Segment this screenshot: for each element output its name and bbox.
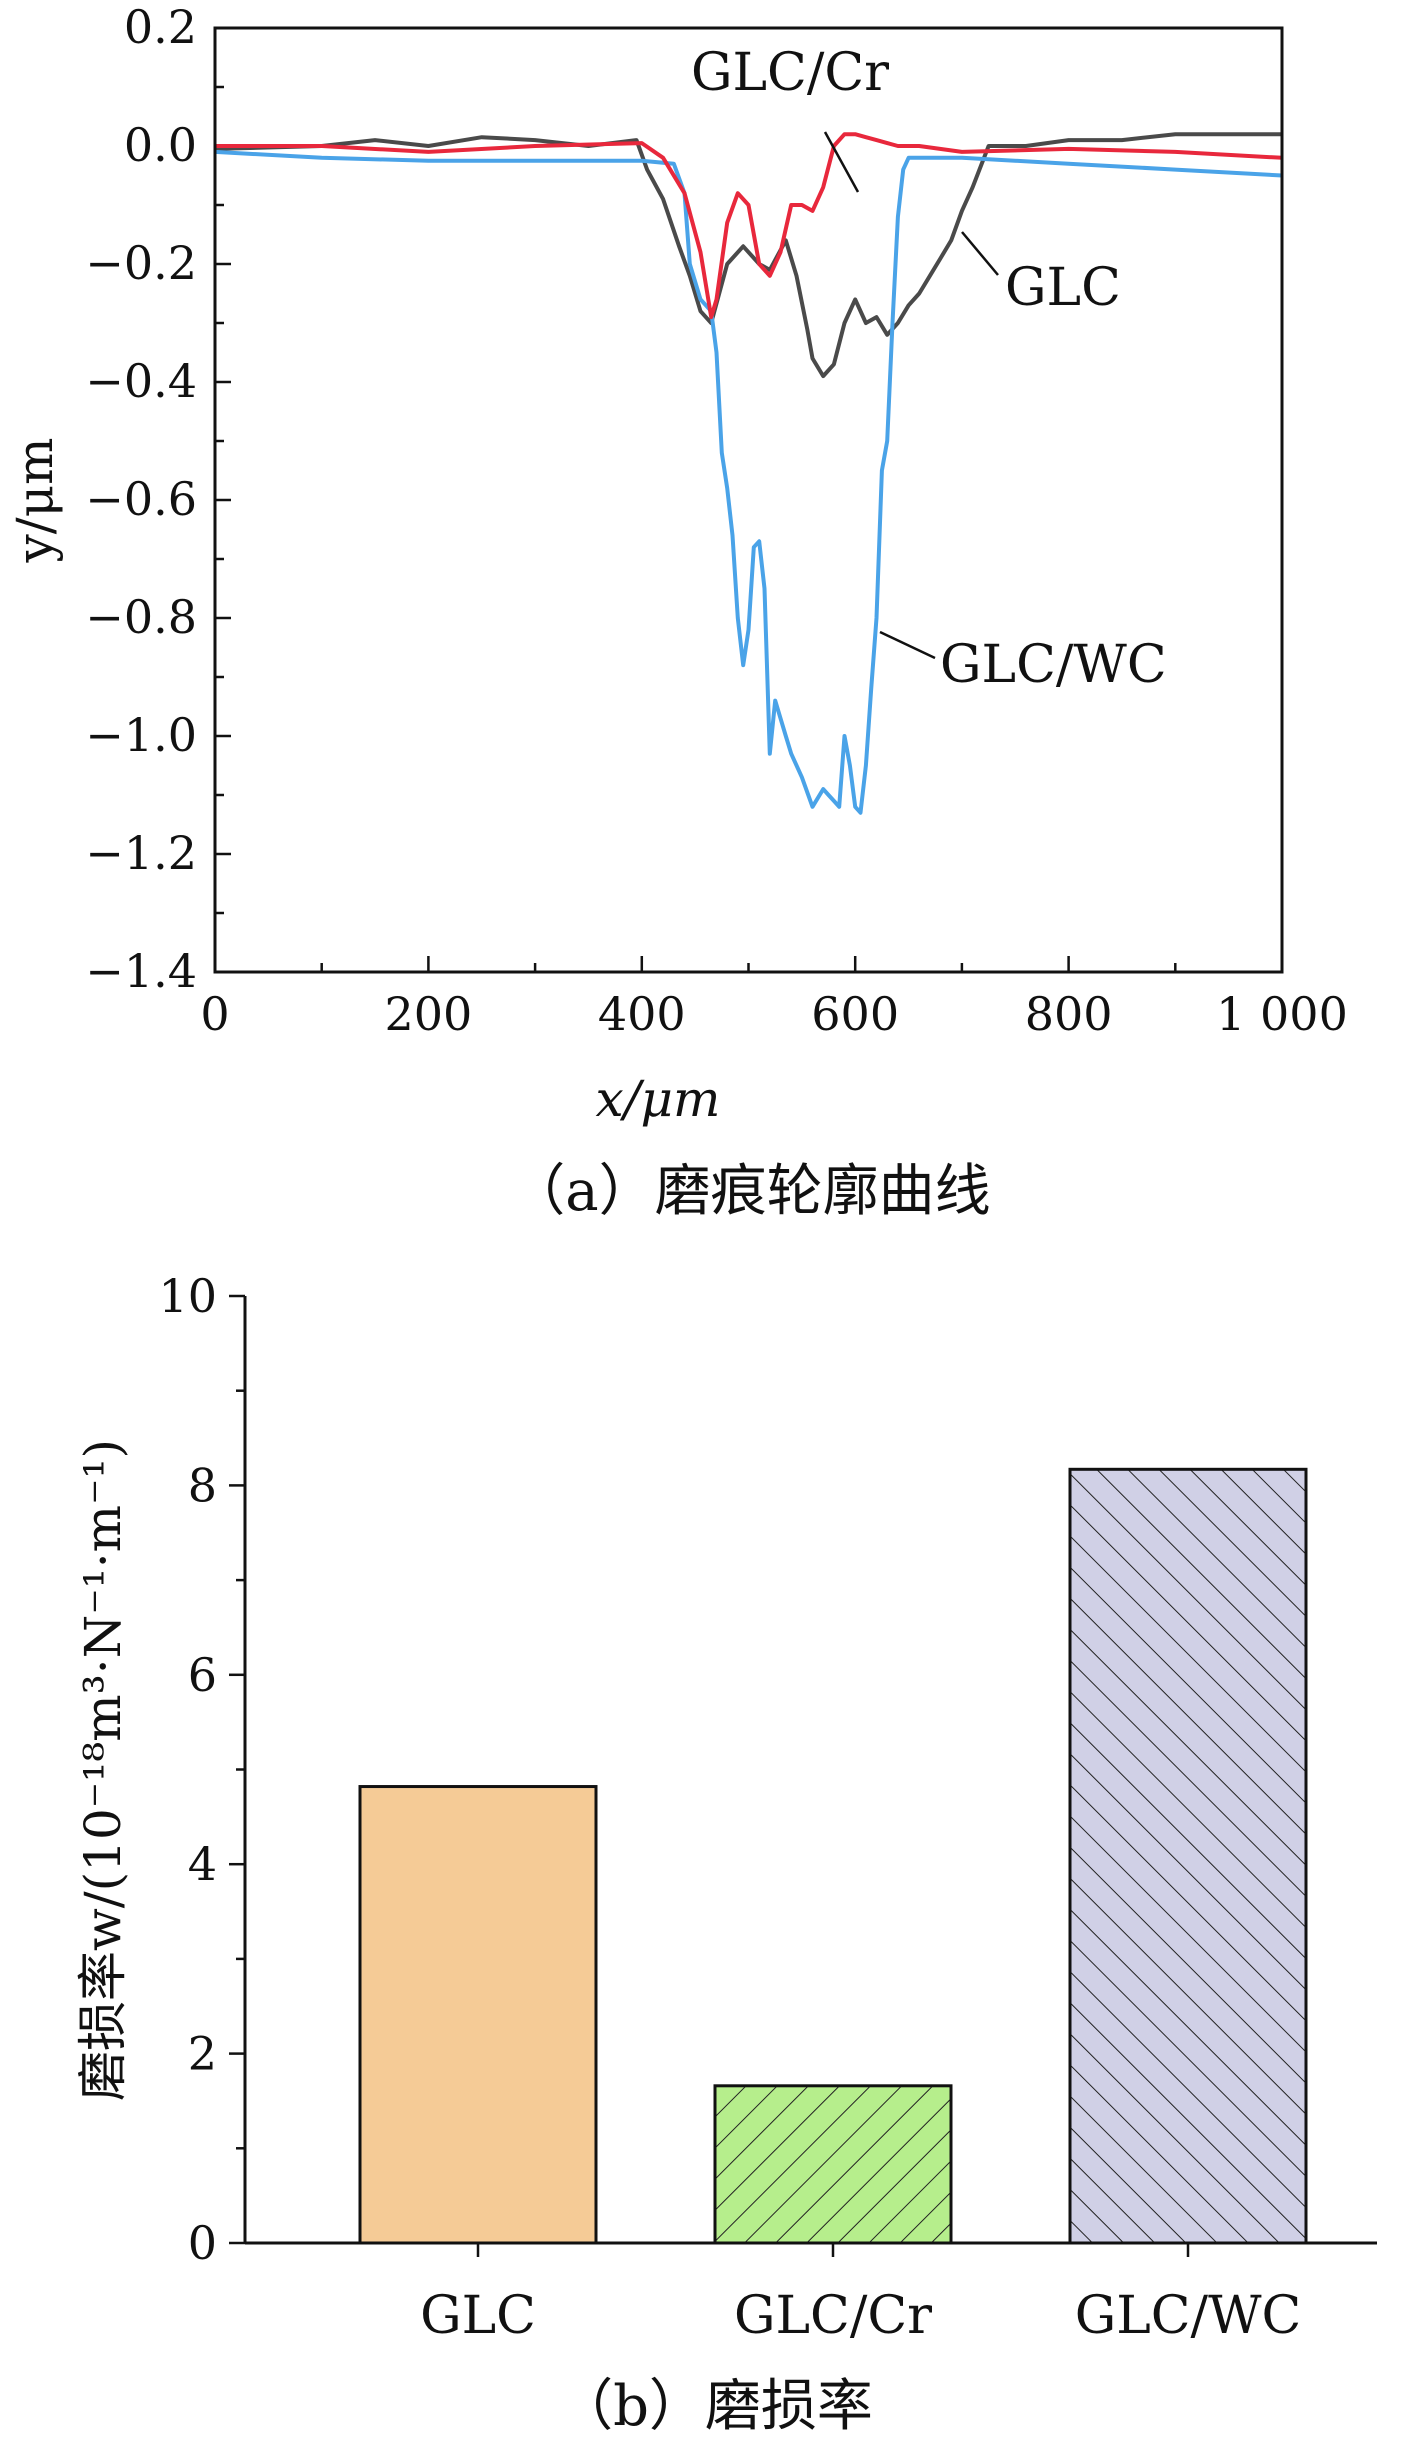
y-tick-label: 0.0 bbox=[124, 118, 197, 172]
profile-axis-ticks bbox=[213, 26, 1284, 974]
wear-category-labels: GLC GLC/Cr GLC/WC bbox=[420, 2286, 1301, 2346]
profile-lines bbox=[214, 132, 1283, 815]
wear-axes bbox=[243, 1296, 1377, 2245]
x-tick-label: 200 bbox=[384, 987, 472, 1041]
y-tick-label: −1.4 bbox=[85, 944, 197, 998]
x-tick-label: 600 bbox=[811, 987, 899, 1041]
y-tick-label: −1.0 bbox=[85, 708, 197, 762]
series-label-leader-glc bbox=[961, 231, 999, 276]
series-line-glc-cr bbox=[215, 132, 1283, 320]
series-label-glc-wc: GLC/WC bbox=[940, 635, 1167, 695]
y-tick-label: 0.2 bbox=[124, 0, 197, 54]
category-label-glc: GLC bbox=[420, 2286, 536, 2346]
series-label-leader-glc-wc bbox=[879, 630, 936, 660]
profile-y-tick-labels: 0.2 0.0 −0.2 −0.4 −0.6 −0.8 −1.0 −1.2 −1.4 bbox=[85, 0, 197, 998]
series-line-glc-wc bbox=[214, 149, 1283, 815]
y-tick-label: 10 bbox=[158, 1269, 217, 1323]
bar-glc-wc bbox=[1068, 1467, 1308, 2245]
y-tick-label: −0.4 bbox=[85, 354, 197, 408]
y-tick-label: 6 bbox=[188, 1648, 217, 1702]
wear-caption: （b）磨损率 bbox=[557, 2374, 873, 2439]
profile-chart: 0 200 400 600 800 1 000 0.2 0.0 −0.2 −0.4 −0.6 −0.… bbox=[6, 0, 1348, 1224]
category-label-glc-cr: GLC/Cr bbox=[734, 2286, 932, 2346]
y-tick-label: −0.6 bbox=[85, 472, 197, 526]
wear-bars bbox=[358, 1467, 1308, 2245]
y-tick-label: −0.8 bbox=[85, 590, 197, 644]
series-line-glc bbox=[214, 132, 1282, 379]
wear-y-tick-labels: 0 2 4 6 8 10 bbox=[158, 1269, 217, 2270]
y-tick-label: 8 bbox=[188, 1458, 217, 1512]
series-label-leader-glc-cr bbox=[823, 131, 860, 193]
y-tick-label: −0.2 bbox=[85, 236, 197, 290]
category-label-glc-wc: GLC/WC bbox=[1075, 2286, 1302, 2346]
bar-glc bbox=[358, 1785, 598, 2245]
bar-glc-cr bbox=[713, 2084, 953, 2245]
wear-y-axis-label: 磨损率w/(10⁻¹⁸m³·N⁻¹·m⁻¹) bbox=[74, 1439, 132, 2101]
series-label-glc: GLC bbox=[1005, 258, 1121, 318]
profile-caption: （a）磨痕轮廓曲线 bbox=[509, 1159, 990, 1224]
profile-plot-frame bbox=[213, 26, 1284, 974]
y-tick-label: 2 bbox=[188, 2027, 217, 2081]
wear-axis-ticks bbox=[229, 1294, 1190, 2257]
x-tick-label: 800 bbox=[1025, 987, 1113, 1041]
x-tick-label: 400 bbox=[598, 987, 686, 1041]
series-label-glc-cr: GLC/Cr bbox=[691, 43, 889, 103]
profile-y-axis-label: y/μm bbox=[6, 438, 64, 564]
x-tick-label: 0 bbox=[200, 987, 229, 1041]
wear-rate-chart: GLC GLC/Cr GLC/WC 0 2 4 6 8 10 磨损率w/(10⁻¹⁸m³·N⁻… bbox=[74, 1269, 1377, 2439]
y-tick-label: 4 bbox=[188, 1837, 217, 1891]
y-tick-label: −1.2 bbox=[85, 826, 197, 880]
y-tick-label: 0 bbox=[188, 2216, 217, 2270]
x-tick-label: 1 000 bbox=[1216, 987, 1348, 1041]
profile-x-tick-labels: 0 200 400 600 800 1 000 bbox=[200, 987, 1347, 1041]
profile-x-axis-label: x/μm bbox=[596, 1070, 721, 1128]
